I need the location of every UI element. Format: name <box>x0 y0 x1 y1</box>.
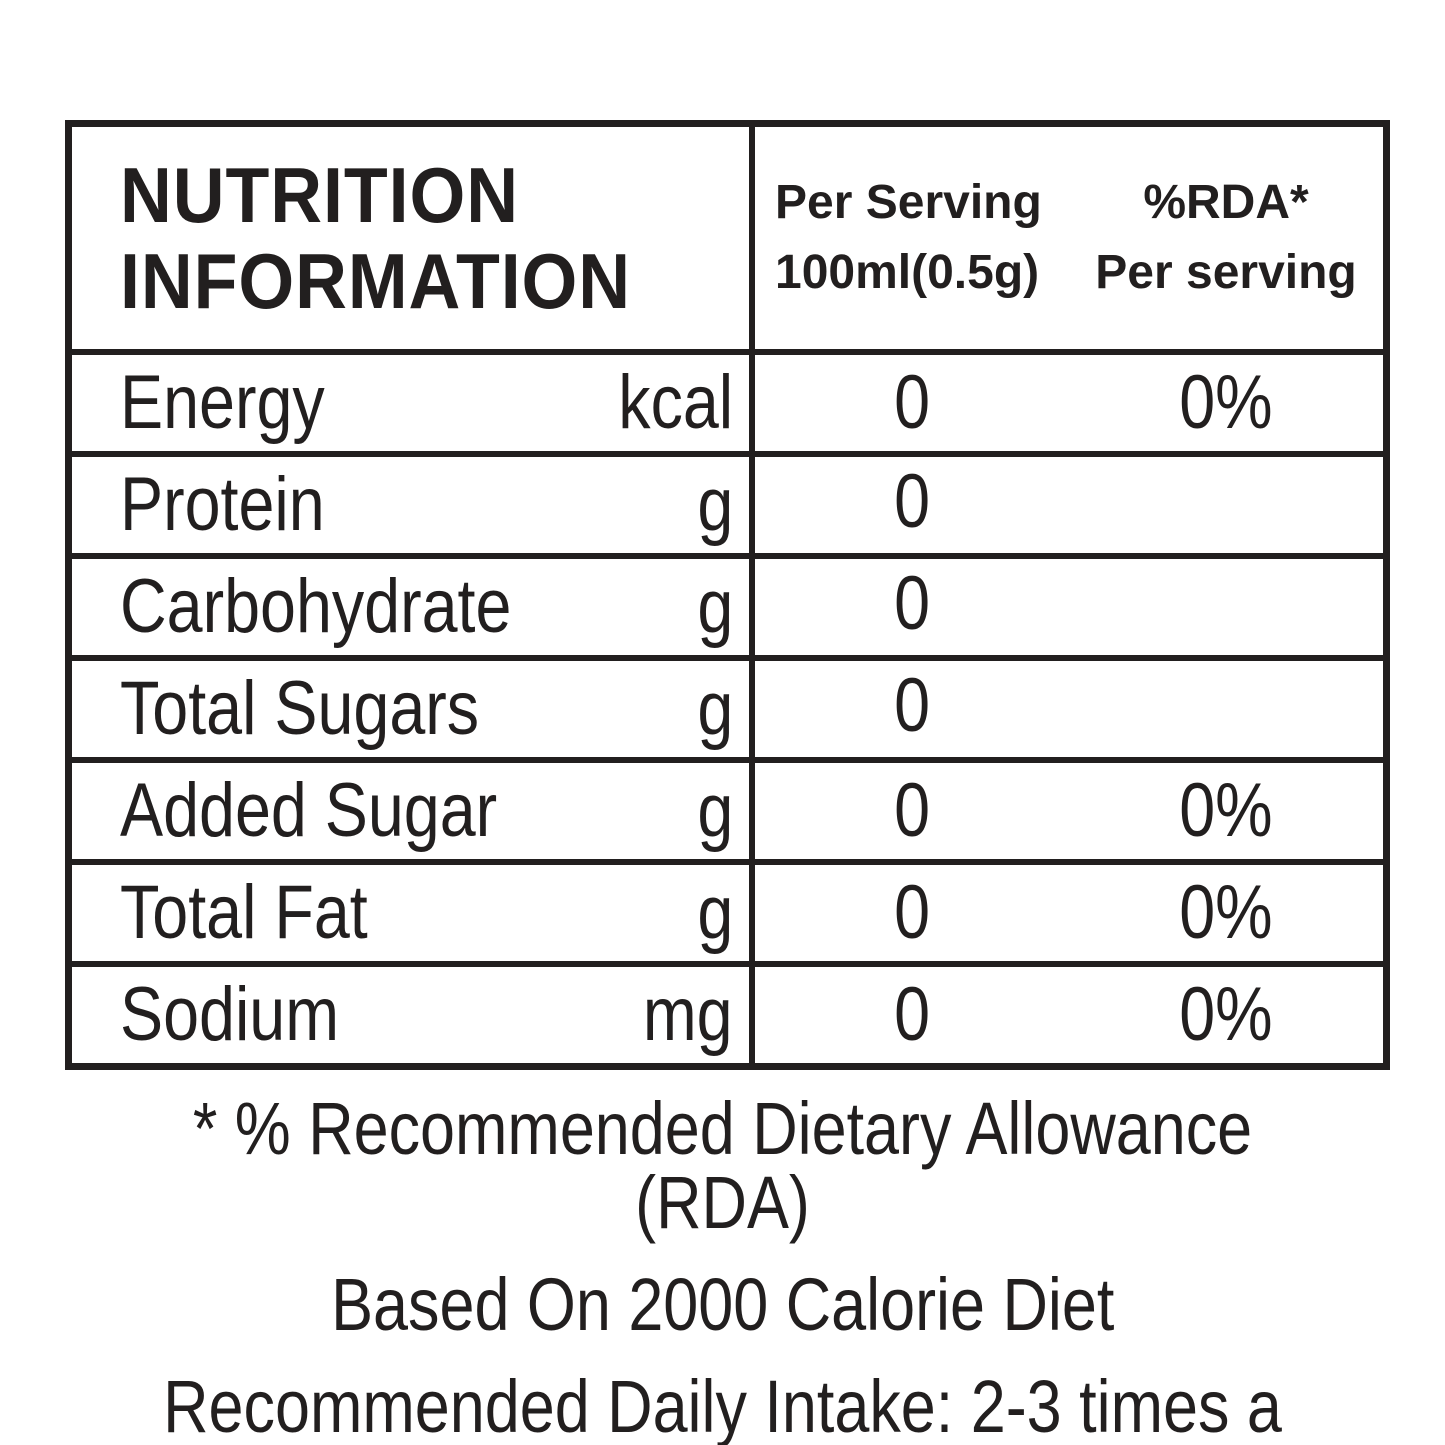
per-serving-value: 0 <box>894 870 930 955</box>
nutrient-label: Total Sugars <box>120 666 480 751</box>
nutrient-cell: Carbohydrate g <box>72 559 755 655</box>
nutrient-unit: mg <box>643 972 733 1057</box>
rda-value: 0% <box>1179 870 1273 955</box>
nutrient-label: Sodium <box>120 972 340 1057</box>
per-serving-header: Per Serving 100ml(0.5g) <box>775 176 1042 299</box>
table-title-cell: NUTRITION INFORMATION <box>72 127 755 349</box>
per-serving-value: 0 <box>894 972 930 1057</box>
rda-footnote-text-2: Based On 2000 Calorie Diet <box>330 1263 1115 1346</box>
rda-header: %RDA* Per serving <box>1095 176 1357 299</box>
values-cell: 0 <box>755 661 1383 757</box>
per-serving-header-cell: Per Serving 100ml(0.5g) <box>755 127 1069 349</box>
nutrient-label: Energy <box>120 360 325 445</box>
values-cell: 0 <box>755 559 1383 655</box>
table-row-added-sugar: Added Sugar g 0 0% <box>72 757 1383 859</box>
nutrient-cell: Total Sugars g <box>72 661 755 757</box>
nutrient-cell: Energy kcal <box>72 355 755 451</box>
values-cell: 0 0% <box>755 763 1383 859</box>
values-cell: 0 0% <box>755 967 1383 1063</box>
values-cell: 0 <box>755 457 1383 553</box>
daily-intake-note: Recommended Daily Intake: 2-3 times a da… <box>0 1370 1445 1445</box>
table-row-energy: Energy kcal 0 0% <box>72 349 1383 451</box>
per-serving-value: 0 <box>894 768 930 853</box>
nutrient-unit: g <box>697 564 733 649</box>
table-row-protein: Protein g 0 <box>72 451 1383 553</box>
rda-footnote-line-1: * % Recommended Dietary Allowance (RDA) <box>0 1092 1445 1268</box>
values-cell: 0 0% <box>755 865 1383 961</box>
rda-footnote-line-2: Based On 2000 Calorie Diet <box>0 1268 1445 1370</box>
rda-value: 0% <box>1179 768 1273 853</box>
nutrient-unit: kcal <box>618 360 733 445</box>
nutrient-unit: g <box>697 462 733 547</box>
rda-value: 0% <box>1179 360 1273 445</box>
per-serving-value: 0 <box>894 360 930 445</box>
table-row-total-sugars: Total Sugars g 0 <box>72 655 1383 757</box>
nutrient-label: Added Sugar <box>120 768 498 853</box>
table-title: NUTRITION INFORMATION <box>120 151 632 325</box>
nutrition-table: NUTRITION INFORMATION Per Serving 100ml(… <box>65 120 1390 1070</box>
rda-footnote-text-1: * % Recommended Dietary Allowance (RDA) <box>192 1087 1253 1244</box>
table-row-total-fat: Total Fat g 0 0% <box>72 859 1383 961</box>
footnotes: * % Recommended Dietary Allowance (RDA) … <box>0 1092 1445 1445</box>
nutrient-label: Total Fat <box>120 870 368 955</box>
values-cell: 0 0% <box>755 355 1383 451</box>
rda-header-cell: %RDA* Per serving <box>1069 127 1383 349</box>
table-row-sodium: Sodium mg 0 0% <box>72 961 1383 1063</box>
nutrient-cell: Total Fat g <box>72 865 755 961</box>
table-header-values-cell: Per Serving 100ml(0.5g) %RDA* Per servin… <box>755 127 1383 349</box>
per-serving-value: 0 <box>894 663 930 748</box>
nutrient-unit: g <box>697 666 733 751</box>
nutrient-cell: Sodium mg <box>72 967 755 1063</box>
table-row-carbohydrate: Carbohydrate g 0 <box>72 553 1383 655</box>
table-header-row: NUTRITION INFORMATION Per Serving 100ml(… <box>72 127 1383 349</box>
nutrient-cell: Protein g <box>72 457 755 553</box>
nutrient-label: Carbohydrate <box>120 564 512 649</box>
nutrient-label: Protein <box>120 462 325 547</box>
rda-value: 0% <box>1179 972 1273 1057</box>
nutrient-unit: g <box>697 870 733 955</box>
per-serving-value: 0 <box>894 459 930 544</box>
nutrient-cell: Added Sugar g <box>72 763 755 859</box>
daily-intake-text: Recommended Daily Intake: 2-3 times a da… <box>163 1365 1282 1445</box>
nutrient-unit: g <box>697 768 733 853</box>
per-serving-value: 0 <box>894 561 930 646</box>
